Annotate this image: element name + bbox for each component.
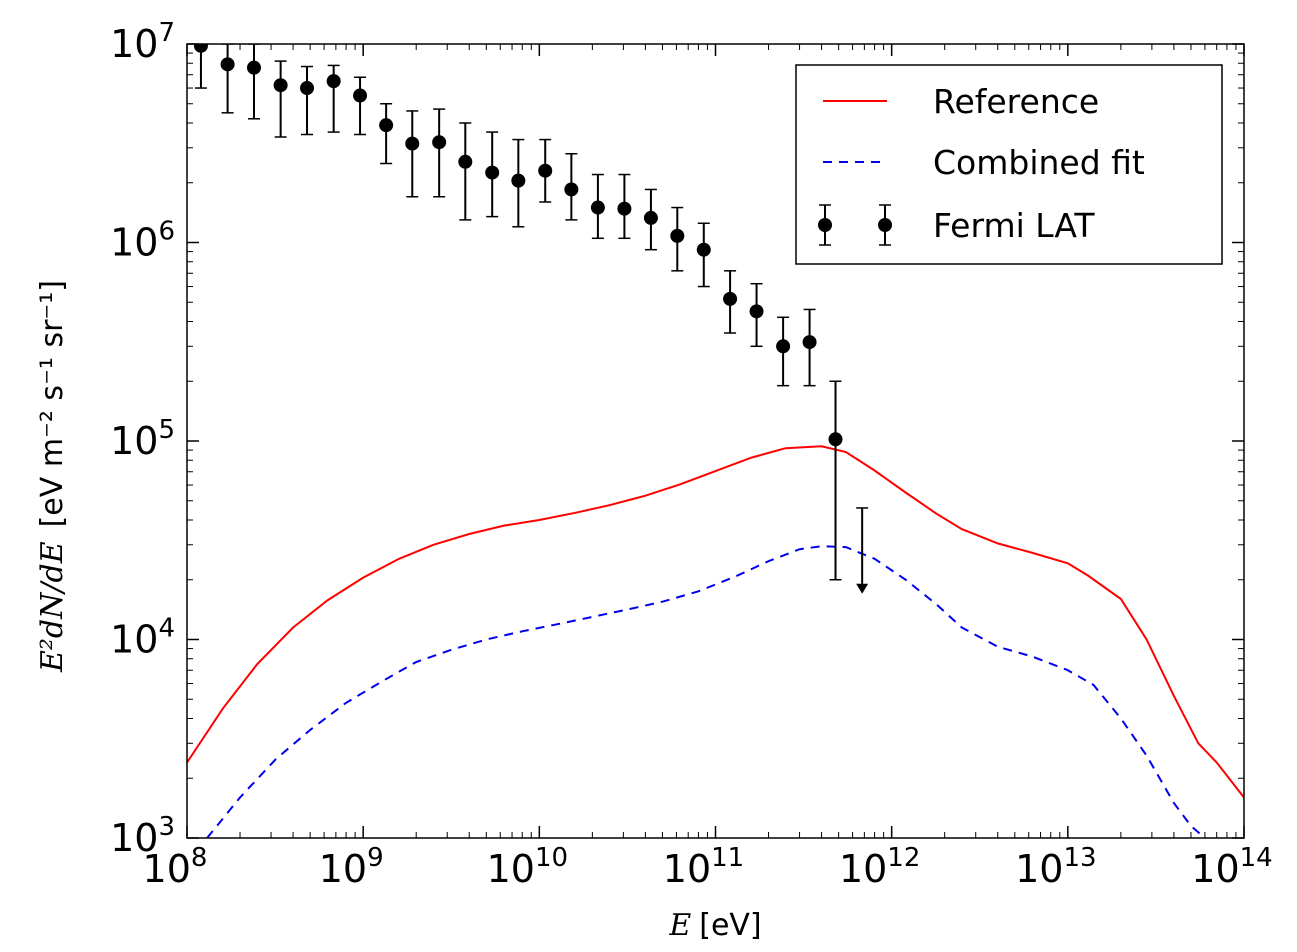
point-marker <box>458 154 473 169</box>
y-tick-label: 105 <box>110 415 175 463</box>
x-tick-label: 1013 <box>1015 843 1096 891</box>
legend-marker <box>818 218 832 232</box>
point-marker <box>564 182 579 197</box>
y-tick-label: 106 <box>110 217 175 265</box>
x-axis-label: E [eV] <box>668 908 761 943</box>
legend-label-reference: Reference <box>933 82 1099 121</box>
data-point <box>432 108 447 198</box>
legend-marker <box>878 218 892 232</box>
data-point <box>220 44 235 114</box>
x-tick-label: 1012 <box>839 843 920 891</box>
point-marker <box>273 78 288 93</box>
data-point <box>749 282 764 348</box>
data-point <box>776 316 791 387</box>
legend: Reference Combined fit Fermi LAT <box>795 64 1223 265</box>
data-point <box>246 44 261 120</box>
point-marker <box>353 88 368 103</box>
plot-series-layer <box>187 445 1244 838</box>
point-marker <box>617 201 632 216</box>
point-marker <box>220 57 235 72</box>
series-line-0 <box>187 445 1244 799</box>
point-marker <box>432 135 447 150</box>
data-point <box>326 64 341 133</box>
data-point <box>617 173 632 240</box>
data-point <box>643 188 658 251</box>
data-point <box>828 380 843 581</box>
point-marker <box>590 200 605 215</box>
point-marker <box>193 44 208 53</box>
data-point <box>458 122 473 221</box>
data-point <box>670 206 685 272</box>
point-marker <box>246 60 261 75</box>
point-marker <box>776 339 791 354</box>
point-marker <box>538 163 553 178</box>
point-marker <box>485 165 500 180</box>
data-point <box>696 222 711 288</box>
data-point <box>564 152 579 221</box>
y-axis-variable: E²dN/dE <box>35 541 70 673</box>
data-point <box>802 308 817 387</box>
point-marker <box>670 228 685 243</box>
point-marker <box>749 304 764 319</box>
y-axis-unit: [eV m⁻² s⁻¹ sr⁻¹] <box>35 280 70 527</box>
y-axis-label: E²dN/dE [eV m⁻² s⁻¹ sr⁻¹] <box>35 280 70 673</box>
y-tick-label: 104 <box>110 614 175 662</box>
upper-limit-head <box>856 583 869 594</box>
plot-points-layer <box>193 44 869 594</box>
x-tick-label: 1011 <box>663 843 744 891</box>
data-point <box>405 110 420 198</box>
data-point <box>590 173 605 240</box>
point-marker <box>300 81 315 96</box>
point-marker <box>723 291 738 306</box>
legend-label-combined-fit: Combined fit <box>933 143 1145 182</box>
data-point <box>511 138 526 228</box>
y-tick-label: 107 <box>110 18 175 66</box>
y-tick-label: 103 <box>110 812 175 860</box>
x-tick-label: 109 <box>319 843 384 891</box>
data-point <box>353 76 368 136</box>
point-marker <box>511 173 526 188</box>
point-marker <box>326 74 341 89</box>
data-point <box>273 60 288 138</box>
legend-box <box>795 64 1223 265</box>
x-axis-variable: E <box>668 908 691 943</box>
data-point <box>538 138 553 203</box>
data-point <box>723 270 738 334</box>
data-point <box>300 65 315 136</box>
point-marker <box>828 432 843 447</box>
data-point <box>379 103 394 165</box>
legend-label-fermi-lat: Fermi LAT <box>933 206 1095 245</box>
x-axis-unit: [eV] <box>699 908 761 943</box>
x-tick-label: 1010 <box>487 843 568 891</box>
series-line-1 <box>206 545 1206 838</box>
point-marker <box>405 136 420 151</box>
data-point <box>485 131 500 218</box>
x-tick-label: 1014 <box>1191 843 1272 891</box>
point-marker <box>643 210 658 225</box>
point-marker <box>379 118 394 133</box>
legend-sample-fermi-lat <box>818 204 892 246</box>
point-marker <box>696 242 711 257</box>
point-marker <box>802 335 817 350</box>
upper-limit-arrow <box>856 507 869 594</box>
